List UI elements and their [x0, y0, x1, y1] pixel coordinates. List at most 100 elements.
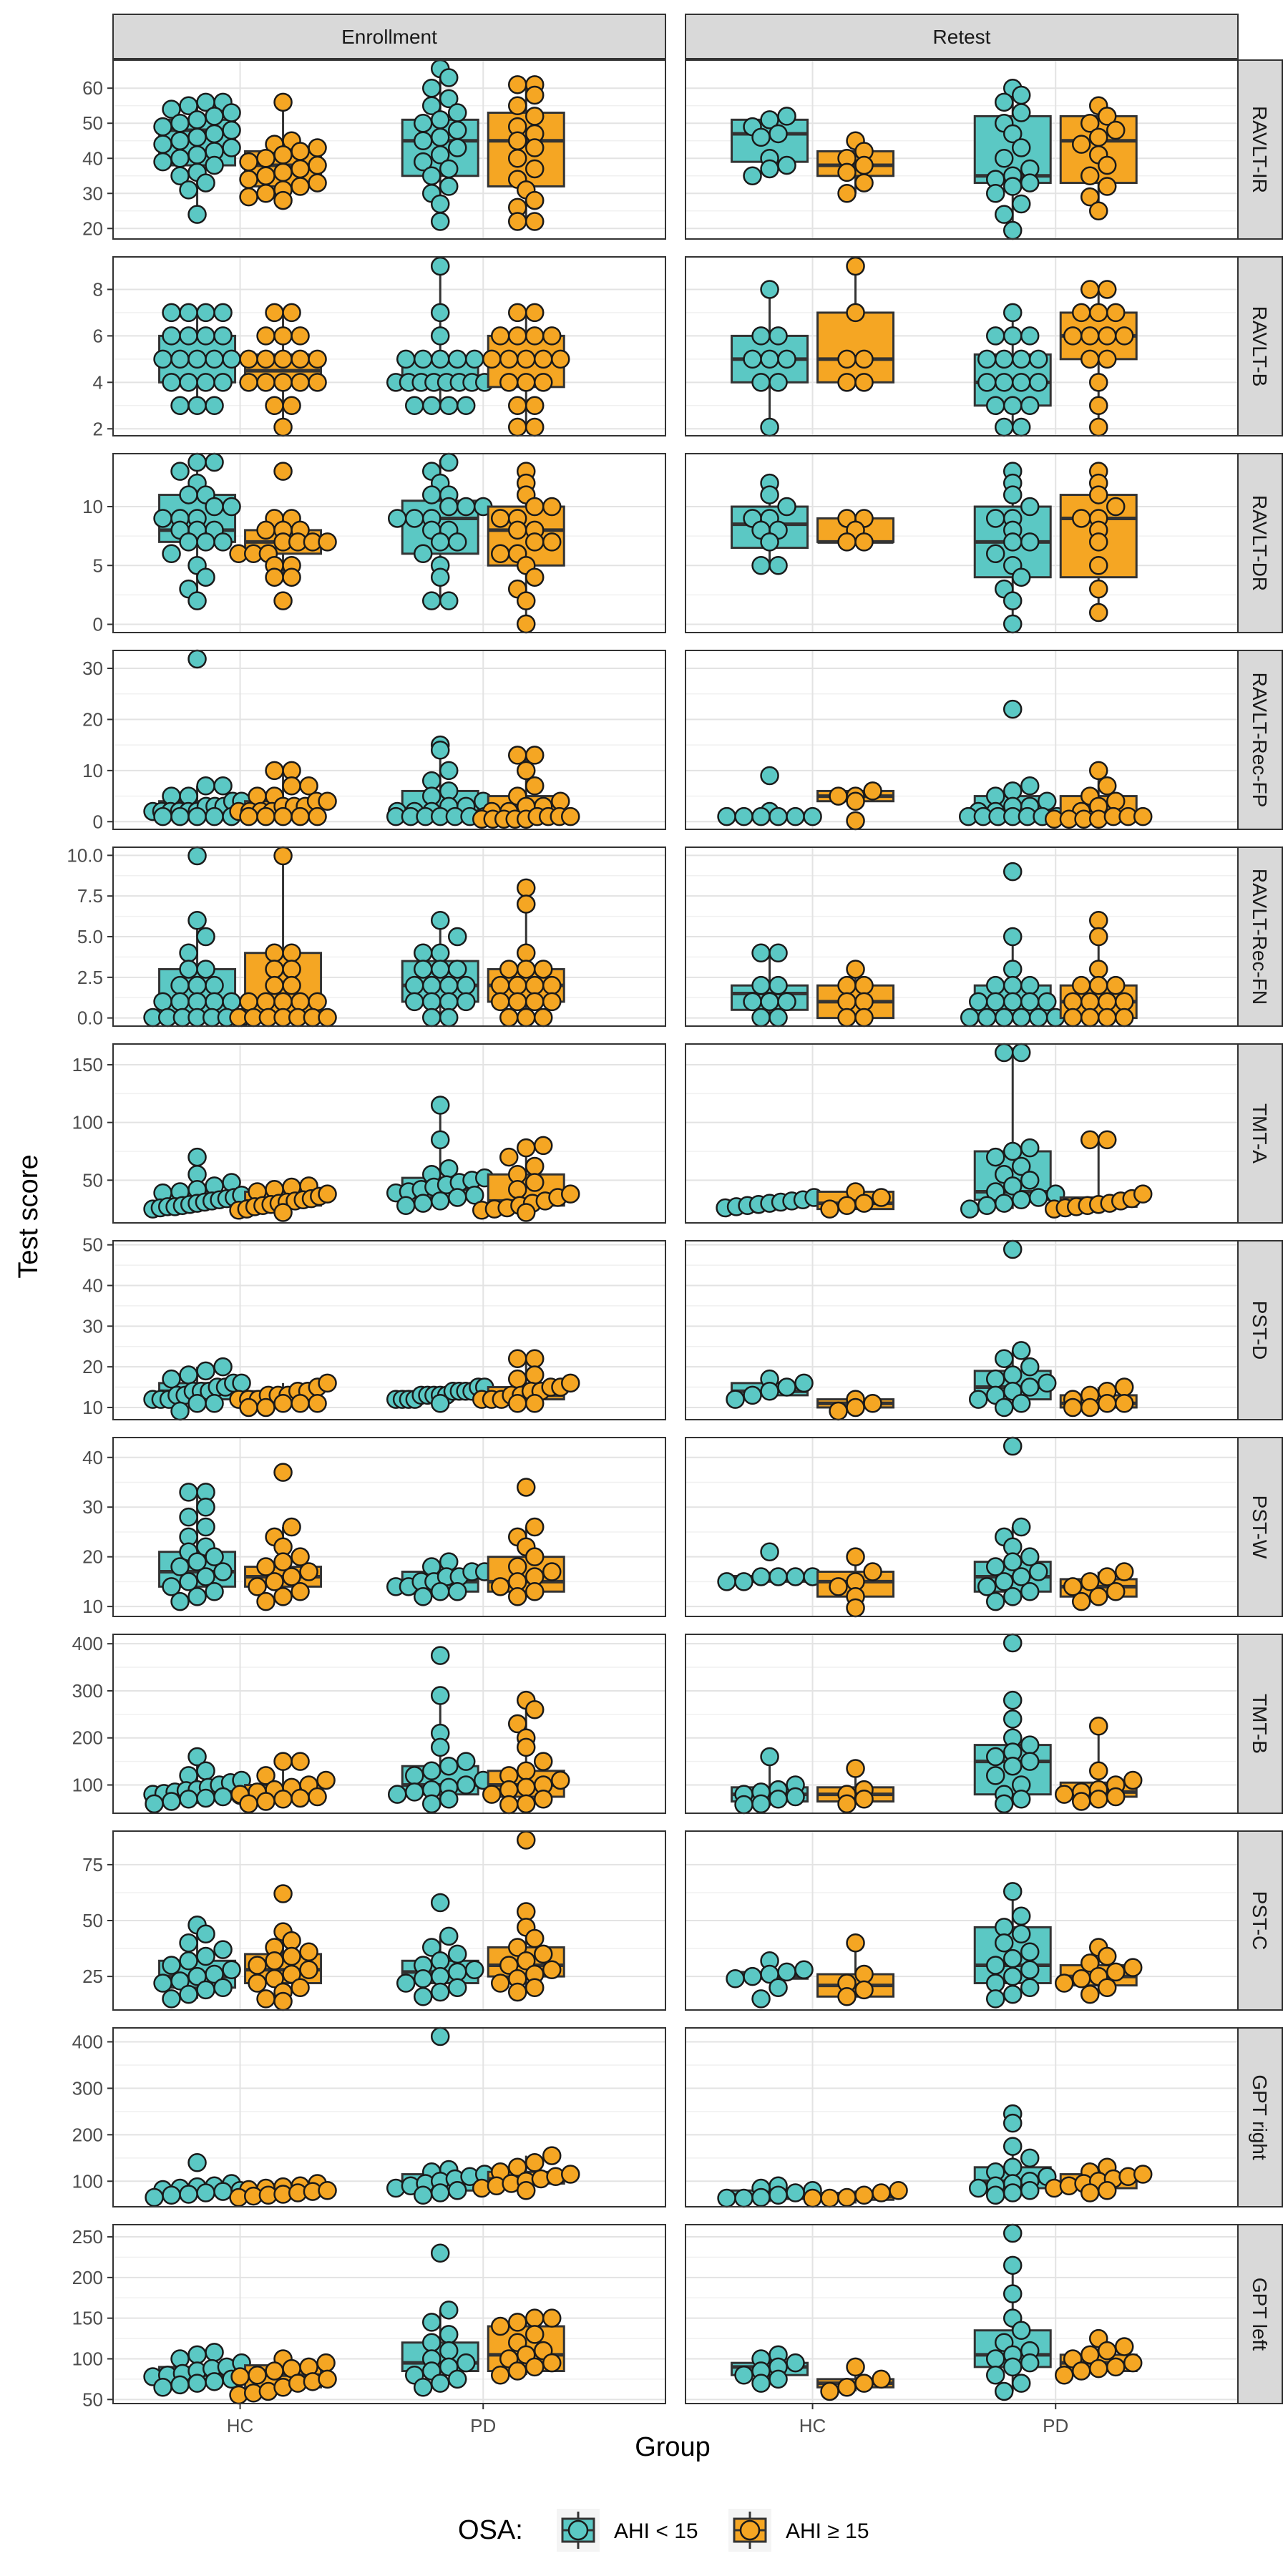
data-point: [1028, 373, 1048, 392]
data-point: [308, 1787, 327, 1807]
data-point: [256, 349, 275, 369]
data-point: [525, 1582, 545, 1601]
data-point: [273, 1463, 293, 1482]
data-point: [525, 159, 545, 179]
data-point: [846, 1759, 865, 1778]
data-point: [430, 960, 450, 979]
data-point: [291, 1978, 310, 1997]
row-strip: GPT right: [1237, 2027, 1283, 2207]
panel-retest: [685, 2223, 1239, 2404]
data-point: [404, 396, 424, 416]
data-point: [1011, 1790, 1031, 1809]
data-point: [525, 85, 545, 105]
data-point: [854, 2373, 874, 2393]
panel-retest: [685, 2027, 1239, 2208]
data-point: [1080, 166, 1100, 186]
data-point: [516, 1794, 536, 1814]
data-point: [162, 1369, 181, 1389]
data-point: [777, 497, 796, 517]
data-point: [1088, 761, 1108, 781]
data-point: [1080, 280, 1100, 299]
panel-retest: [685, 1436, 1239, 1618]
data-point: [196, 326, 215, 346]
data-point: [507, 2157, 527, 2177]
data-point: [846, 1397, 865, 1418]
data-point: [291, 349, 310, 369]
data-point: [179, 960, 198, 979]
data-point: [1011, 1341, 1031, 1360]
row-strip-label: TMT-B: [1249, 1694, 1271, 1754]
y-tick-label: 2: [93, 418, 103, 439]
data-point: [1080, 1953, 1100, 1973]
data-point: [256, 1397, 275, 1418]
data-point: [760, 532, 779, 552]
data-point: [291, 1582, 310, 1601]
points: [968, 2104, 1057, 2205]
data-point: [1097, 1394, 1117, 1413]
data-point: [1020, 1357, 1040, 1377]
panel-retest: [685, 1633, 1239, 1815]
box-hc-low: [153, 452, 241, 610]
data-point: [396, 1974, 416, 1993]
box-pd-high: [1059, 911, 1138, 1028]
data-point: [430, 194, 450, 214]
row-strip-label: RAVLT-Rec-FP: [1249, 673, 1271, 808]
data-point: [1002, 1948, 1023, 1968]
data-point: [1123, 1958, 1143, 1977]
data-point: [256, 149, 275, 168]
row-tmt-b: TMT-B 100 200 300 400: [72, 1633, 1283, 1815]
data-point: [1002, 124, 1023, 144]
data-point: [1088, 556, 1108, 575]
row-strip: PST-D: [1237, 1240, 1283, 1420]
data-point: [994, 149, 1014, 168]
data-point: [1002, 177, 1023, 196]
data-point: [273, 145, 293, 165]
data-point: [196, 1761, 215, 1781]
data-point: [542, 975, 562, 995]
data-point: [1011, 1156, 1031, 1176]
panel-border: [685, 1437, 1239, 1617]
data-point: [1097, 326, 1117, 346]
data-point: [769, 326, 788, 346]
data-point: [430, 303, 450, 323]
data-point: [273, 1884, 293, 1903]
data-point: [179, 1790, 198, 1809]
y-tick-label: 75: [82, 1854, 103, 1875]
data-point: [994, 417, 1014, 437]
data-point: [256, 1989, 275, 2009]
data-point: [265, 975, 284, 995]
points: [985, 1633, 1040, 1814]
data-point: [421, 1794, 441, 1814]
data-point: [499, 349, 519, 369]
data-point: [430, 1191, 450, 1211]
data-point: [525, 532, 545, 552]
data-point: [205, 396, 224, 416]
data-point: [985, 509, 1005, 528]
data-point: [456, 992, 476, 1012]
data-point: [769, 2369, 788, 2389]
data-point: [222, 992, 241, 1012]
row-pst-d: PST-D 10 20 30 40 50: [82, 1234, 1283, 1421]
data-point: [507, 520, 527, 540]
box-hc-high: [229, 2174, 337, 2207]
strip-label: Retest: [933, 26, 991, 48]
data-point: [760, 280, 779, 299]
data-point: [1020, 396, 1040, 416]
legend-entry-high: AHI ≥ 15: [728, 2509, 869, 2552]
data-point: [196, 1788, 215, 1808]
data-point: [525, 1365, 545, 1385]
data-point: [1088, 1790, 1108, 1809]
data-point: [1097, 2341, 1117, 2361]
data-point: [863, 1394, 882, 1413]
data-point: [1106, 1582, 1126, 1601]
y-tick-label: 0: [93, 613, 103, 635]
data-point: [1097, 155, 1117, 175]
data-point: [430, 256, 450, 276]
data-point: [889, 2181, 908, 2200]
box-pd-low: [968, 2104, 1057, 2205]
data-point: [516, 1008, 536, 1028]
data-point: [222, 103, 241, 122]
data-point: [985, 326, 1005, 346]
data-point: [282, 1964, 301, 1984]
row-strip-label: TMT-A: [1249, 1103, 1271, 1163]
